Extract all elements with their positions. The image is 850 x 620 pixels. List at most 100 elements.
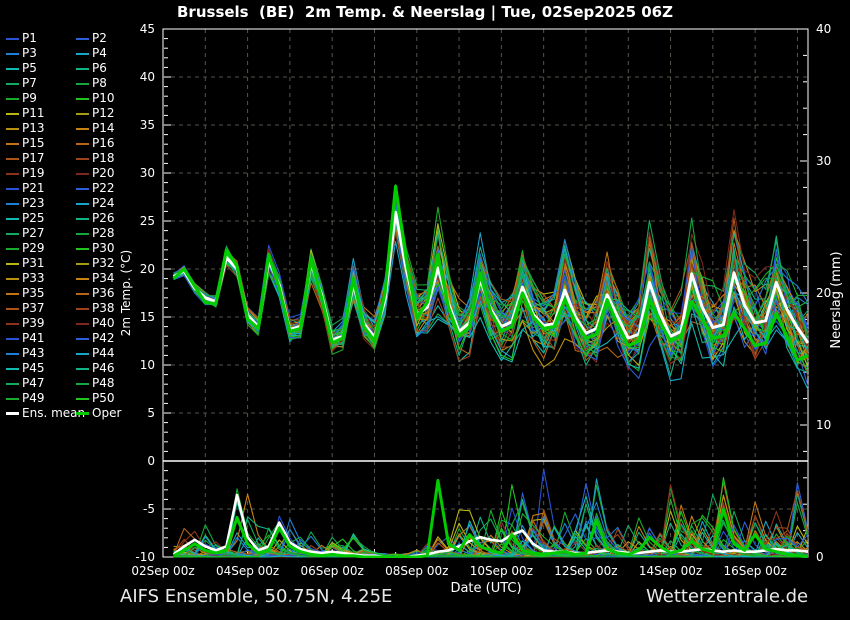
legend-label-p40: P40 (92, 316, 115, 330)
legend-label-p1: P1 (22, 31, 37, 45)
legend-swatch-p12 (76, 112, 89, 115)
x-tick-16sep-00z: 16Sep 00z (723, 564, 786, 578)
legend-item-p46: P46 (76, 361, 148, 376)
legend-label-p31: P31 (22, 256, 45, 270)
legend-label-p10: P10 (92, 91, 115, 105)
legend-label-p18: P18 (92, 151, 115, 165)
legend-label-p29: P29 (22, 241, 45, 255)
data-series (172, 183, 809, 558)
legend-swatch-p34 (76, 277, 89, 280)
legend-item-p1: P1 (6, 31, 76, 46)
legend-swatch-p43 (6, 352, 19, 355)
legend-swatch-p14 (76, 127, 89, 130)
legend-label-p8: P8 (92, 76, 107, 90)
legend-item-p48: P48 (76, 376, 148, 391)
legend-item-p20: P20 (76, 166, 148, 181)
legend-item-p16: P16 (76, 136, 148, 151)
y-left-tick-25: 25 (140, 214, 155, 228)
legend-item-p3: P3 (6, 46, 76, 61)
legend-item-p21: P21 (6, 181, 76, 196)
legend-swatch-p6 (76, 67, 89, 70)
legend-swatch-p13 (6, 127, 19, 130)
legend-item-p37: P37 (6, 301, 76, 316)
legend-swatch-p40 (76, 322, 89, 325)
legend-swatch-p37 (6, 307, 19, 310)
y-left-tick-30: 30 (140, 166, 155, 180)
x-tick-12sep-00z: 12Sep 00z (554, 564, 617, 578)
legend-label-p33: P33 (22, 271, 45, 285)
legend-item-p38: P38 (76, 301, 148, 316)
legend-label-p26: P26 (92, 211, 115, 225)
legend-swatch-p42 (76, 337, 89, 340)
legend-swatch-p17 (6, 157, 19, 160)
x-tick-14sep-00z: 14Sep 00z (639, 564, 702, 578)
oper-temp-line (172, 184, 809, 362)
legend-swatch-p30 (76, 247, 89, 250)
legend-swatch-p24 (76, 202, 89, 205)
ensemble-legend: P1 P2 P3 P4 P5 P6 P7 P8 P9 P10 P11 P12 P13 P14 P15 P16 P… (6, 31, 148, 421)
legend-swatch-p45 (6, 367, 19, 370)
y-left-tick-0: 0 (147, 454, 155, 468)
legend-item-p41: P41 (6, 331, 76, 346)
legend-swatch-p36 (76, 292, 89, 295)
legend-item-p45: P45 (6, 361, 76, 376)
legend-item-p13: P13 (6, 121, 76, 136)
legend-swatch-p46 (76, 367, 89, 370)
legend-item-p43: P43 (6, 346, 76, 361)
legend-swatch-p2 (76, 37, 89, 40)
legend-label-p19: P19 (22, 166, 45, 180)
legend-item-p5: P5 (6, 61, 76, 76)
legend-label-p5: P5 (22, 61, 37, 75)
y-left-tick-45: 45 (140, 22, 155, 36)
legend-item-p44: P44 (76, 346, 148, 361)
model-info: AIFS Ensemble, 50.75N, 4.25E (120, 586, 393, 607)
member-line-p49-precip (173, 488, 809, 558)
legend-label-p42: P42 (92, 331, 115, 345)
legend-item-ens-mean: Ens. mean (6, 406, 85, 421)
legend-item-oper: Oper (76, 406, 148, 421)
legend-swatch-p21 (6, 187, 19, 190)
legend-swatch-p23 (6, 202, 19, 205)
legend-swatch-p3 (6, 52, 19, 55)
legend-swatch-p8 (76, 82, 89, 85)
legend-item-p12: P12 (76, 106, 148, 121)
y-right-tick-20: 20 (816, 286, 831, 300)
legend-label-p34: P34 (92, 271, 115, 285)
legend-swatch-p26 (76, 217, 89, 220)
legend-label-p24: P24 (92, 196, 115, 210)
member-line-p45-precip (173, 495, 808, 558)
legend-swatch-p41 (6, 337, 19, 340)
chart-title: Brussels (BE) 2m Temp. & Neerslag | Tue,… (177, 3, 673, 21)
legend-swatch-p15 (6, 142, 19, 145)
legend-item-p42: P42 (76, 331, 148, 346)
legend-item-p11: P11 (6, 106, 76, 121)
legend-swatch-p1 (6, 37, 19, 40)
legend-swatch-p27 (6, 232, 19, 235)
legend-label-p2: P2 (92, 31, 107, 45)
x-tick-08sep-00z: 08Sep 00z (385, 564, 448, 578)
y-right-tick-30: 30 (816, 154, 831, 168)
legend-label-p3: P3 (22, 46, 37, 60)
legend-swatch-p33 (6, 277, 19, 280)
legend-label-p38: P38 (92, 301, 115, 315)
legend-label-p37: P37 (22, 301, 45, 315)
legend-label-p35: P35 (22, 286, 45, 300)
legend-item-p14: P14 (76, 121, 148, 136)
y-left-tick-10: 10 (140, 358, 155, 372)
legend-label-p14: P14 (92, 121, 115, 135)
legend-item-p49: P49 (6, 391, 76, 406)
legend-item-p35: P35 (6, 286, 76, 301)
legend-item-p34: P34 (76, 271, 148, 286)
legend-label-ens-mean: Ens. mean (22, 406, 86, 420)
legend-swatch-p44 (76, 352, 89, 355)
legend-item-p27: P27 (6, 226, 76, 241)
legend-swatch-p5 (6, 67, 19, 70)
legend-swatch-p35 (6, 292, 19, 295)
legend-swatch-p11 (6, 112, 19, 115)
legend-swatch-p9 (6, 97, 19, 100)
legend-item-p25: P25 (6, 211, 76, 226)
legend-item-p26: P26 (76, 211, 148, 226)
legend-item-p36: P36 (76, 286, 148, 301)
legend-label-p20: P20 (92, 166, 115, 180)
legend-label-p48: P48 (92, 376, 115, 390)
